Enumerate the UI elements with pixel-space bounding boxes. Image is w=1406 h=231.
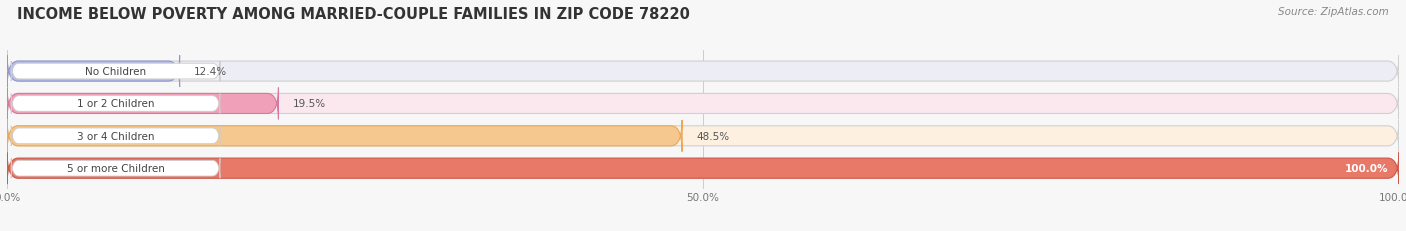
FancyBboxPatch shape (7, 153, 1399, 184)
FancyBboxPatch shape (7, 120, 1399, 152)
Text: INCOME BELOW POVERTY AMONG MARRIED-COUPLE FAMILIES IN ZIP CODE 78220: INCOME BELOW POVERTY AMONG MARRIED-COUPL… (17, 7, 690, 22)
Text: 12.4%: 12.4% (194, 67, 226, 77)
Text: 19.5%: 19.5% (292, 99, 326, 109)
FancyBboxPatch shape (11, 158, 219, 178)
FancyBboxPatch shape (7, 153, 1399, 184)
Text: 5 or more Children: 5 or more Children (66, 164, 165, 173)
Text: 1 or 2 Children: 1 or 2 Children (77, 99, 155, 109)
FancyBboxPatch shape (7, 120, 682, 152)
FancyBboxPatch shape (7, 56, 1399, 88)
Text: 100.0%: 100.0% (1344, 164, 1388, 173)
Text: 48.5%: 48.5% (696, 131, 730, 141)
Text: No Children: No Children (84, 67, 146, 77)
FancyBboxPatch shape (11, 62, 219, 82)
Text: 3 or 4 Children: 3 or 4 Children (77, 131, 155, 141)
Text: Source: ZipAtlas.com: Source: ZipAtlas.com (1278, 7, 1389, 17)
FancyBboxPatch shape (7, 88, 278, 120)
FancyBboxPatch shape (7, 88, 1399, 120)
FancyBboxPatch shape (11, 94, 219, 114)
FancyBboxPatch shape (11, 126, 219, 146)
FancyBboxPatch shape (7, 56, 180, 88)
